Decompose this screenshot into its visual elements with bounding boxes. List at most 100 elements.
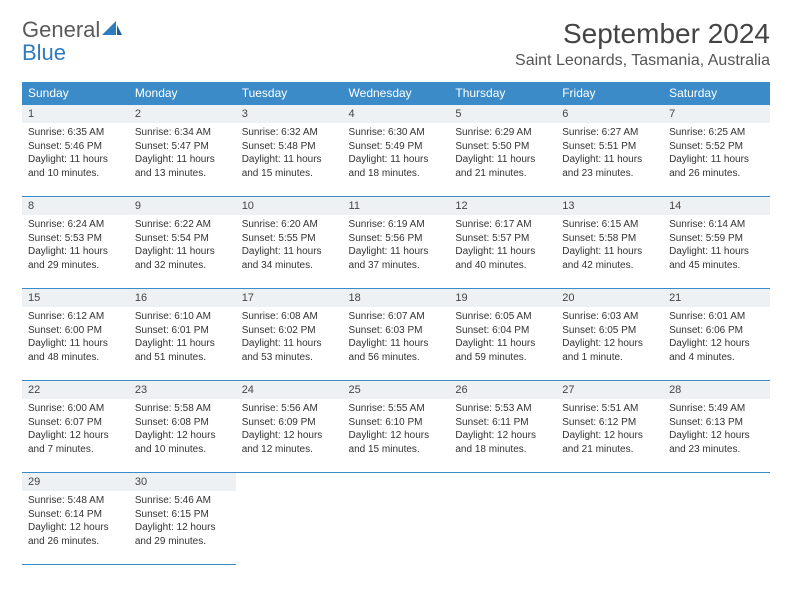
header-right: September 2024 Saint Leonards, Tasmania,…	[515, 18, 770, 70]
day-number: 12	[449, 197, 556, 215]
sunset-line: Sunset: 5:48 PM	[242, 140, 337, 154]
calendar-cell: 12Sunrise: 6:17 AMSunset: 5:57 PMDayligh…	[449, 197, 556, 289]
daylight-line: Daylight: 11 hours and 23 minutes.	[562, 153, 657, 180]
daylight-line: Daylight: 11 hours and 51 minutes.	[135, 337, 230, 364]
day-number: 4	[343, 105, 450, 123]
calendar-cell	[236, 473, 343, 565]
calendar-cell: 14Sunrise: 6:14 AMSunset: 5:59 PMDayligh…	[663, 197, 770, 289]
sunrise-line: Sunrise: 6:10 AM	[135, 310, 230, 324]
sunrise-line: Sunrise: 6:19 AM	[349, 218, 444, 232]
day-body: Sunrise: 5:58 AMSunset: 6:08 PMDaylight:…	[129, 399, 236, 462]
calendar-cell: 16 Sunrise: 6:10 AMSunset: 6:01 PMDayligh…	[129, 289, 236, 381]
sunset-line: Sunset: 5:53 PM	[28, 232, 123, 246]
sunset-line: Sunset: 6:10 PM	[349, 416, 444, 430]
calendar-cell: 8Sunrise: 6:24 AMSunset: 5:53 PMDaylight…	[22, 197, 129, 289]
day-number: 25	[343, 381, 450, 399]
day-number: 16	[129, 289, 236, 307]
sunrise-line: Sunrise: 6:05 AM	[455, 310, 550, 324]
day-body: Sunrise: 6:32 AMSunset: 5:48 PMDaylight:…	[236, 123, 343, 186]
day-body: Sunrise: 6:20 AMSunset: 5:55 PMDaylight:…	[236, 215, 343, 278]
day-number: 2	[129, 105, 236, 123]
day-number: 19	[449, 289, 556, 307]
day-number: 29	[22, 473, 129, 491]
calendar-row: 29Sunrise: 5:48 AMSunset: 6:14 PMDayligh…	[22, 473, 770, 565]
calendar-cell: 17Sunrise: 6:08 AMSunset: 6:02 PMDayligh…	[236, 289, 343, 381]
daylight-line: Daylight: 11 hours and 53 minutes.	[242, 337, 337, 364]
sunrise-line: Sunrise: 6:08 AM	[242, 310, 337, 324]
day-body: Sunrise: 6:29 AMSunset: 5:50 PMDaylight:…	[449, 123, 556, 186]
sunrise-line: Sunrise: 6:15 AM	[562, 218, 657, 232]
weekday-thursday: Thursday	[449, 82, 556, 105]
day-number: 3	[236, 105, 343, 123]
day-body: Sunrise: 6:25 AMSunset: 5:52 PMDaylight:…	[663, 123, 770, 186]
daylight-line: Daylight: 11 hours and 56 minutes.	[349, 337, 444, 364]
calendar-cell: 29Sunrise: 5:48 AMSunset: 6:14 PMDayligh…	[22, 473, 129, 565]
day-body: Sunrise: 6:27 AMSunset: 5:51 PMDaylight:…	[556, 123, 663, 186]
daylight-line: Daylight: 12 hours and 18 minutes.	[455, 429, 550, 456]
day-number: 23	[129, 381, 236, 399]
calendar-cell: 20Sunrise: 6:03 AMSunset: 6:05 PMDayligh…	[556, 289, 663, 381]
calendar-cell: 13Sunrise: 6:15 AMSunset: 5:58 PMDayligh…	[556, 197, 663, 289]
sunset-line: Sunset: 5:51 PM	[562, 140, 657, 154]
day-body: Sunrise: 5:56 AMSunset: 6:09 PMDaylight:…	[236, 399, 343, 462]
sunrise-line: Sunrise: 6:30 AM	[349, 126, 444, 140]
sunset-line: Sunset: 6:04 PM	[455, 324, 550, 338]
sunset-line: Sunset: 6:02 PM	[242, 324, 337, 338]
day-body: Sunrise: 5:46 AMSunset: 6:15 PMDaylight:…	[129, 491, 236, 554]
day-body: Sunrise: 6:07 AMSunset: 6:03 PMDaylight:…	[343, 307, 450, 370]
sunrise-line: Sunrise: 6:01 AM	[669, 310, 764, 324]
day-body: Sunrise: 6:00 AMSunset: 6:07 PMDaylight:…	[22, 399, 129, 462]
daylight-line: Daylight: 12 hours and 7 minutes.	[28, 429, 123, 456]
daylight-line: Daylight: 11 hours and 29 minutes.	[28, 245, 123, 272]
day-number: 17	[236, 289, 343, 307]
calendar-cell: 18Sunrise: 6:07 AMSunset: 6:03 PMDayligh…	[343, 289, 450, 381]
sunset-line: Sunset: 6:01 PM	[135, 324, 230, 338]
daylight-line: Daylight: 11 hours and 40 minutes.	[455, 245, 550, 272]
sunrise-line: Sunrise: 6:25 AM	[669, 126, 764, 140]
header: General Blue September 2024 Saint Leonar…	[22, 18, 770, 70]
sunrise-line: Sunrise: 6:07 AM	[349, 310, 444, 324]
sunrise-line: Sunrise: 5:51 AM	[562, 402, 657, 416]
day-body: Sunrise: 5:49 AMSunset: 6:13 PMDaylight:…	[663, 399, 770, 462]
calendar-cell: 28Sunrise: 5:49 AMSunset: 6:13 PMDayligh…	[663, 381, 770, 473]
calendar-cell: 10Sunrise: 6:20 AMSunset: 5:55 PMDayligh…	[236, 197, 343, 289]
daylight-line: Daylight: 12 hours and 21 minutes.	[562, 429, 657, 456]
day-body: Sunrise: 6:15 AMSunset: 5:58 PMDaylight:…	[556, 215, 663, 278]
day-body: Sunrise: 5:48 AMSunset: 6:14 PMDaylight:…	[22, 491, 129, 554]
day-body: Sunrise: 6:03 AMSunset: 6:05 PMDaylight:…	[556, 307, 663, 370]
day-body: Sunrise: 6:08 AMSunset: 6:02 PMDaylight:…	[236, 307, 343, 370]
calendar-cell: 5Sunrise: 6:29 AMSunset: 5:50 PMDaylight…	[449, 105, 556, 197]
weekday-friday: Friday	[556, 82, 663, 105]
day-body: Sunrise: 6:35 AMSunset: 5:46 PMDaylight:…	[22, 123, 129, 186]
daylight-line: Daylight: 12 hours and 26 minutes.	[28, 521, 123, 548]
calendar-cell: 11Sunrise: 6:19 AMSunset: 5:56 PMDayligh…	[343, 197, 450, 289]
sunset-line: Sunset: 5:50 PM	[455, 140, 550, 154]
day-body: Sunrise: 5:53 AMSunset: 6:11 PMDaylight:…	[449, 399, 556, 462]
calendar-body: 1Sunrise: 6:35 AMSunset: 5:46 PMDaylight…	[22, 105, 770, 565]
calendar-cell: 7Sunrise: 6:25 AMSunset: 5:52 PMDaylight…	[663, 105, 770, 197]
sunset-line: Sunset: 6:11 PM	[455, 416, 550, 430]
daylight-line: Daylight: 11 hours and 15 minutes.	[242, 153, 337, 180]
sunset-line: Sunset: 5:54 PM	[135, 232, 230, 246]
calendar-cell	[556, 473, 663, 565]
calendar-row: 15Sunrise: 6:12 AMSunset: 6:00 PMDayligh…	[22, 289, 770, 381]
sail-icon	[102, 18, 122, 41]
weekday-row: SundayMondayTuesdayWednesdayThursdayFrid…	[22, 82, 770, 105]
sunset-line: Sunset: 5:47 PM	[135, 140, 230, 154]
day-body: Sunrise: 6:12 AMSunset: 6:00 PMDaylight:…	[22, 307, 129, 370]
sunset-line: Sunset: 5:57 PM	[455, 232, 550, 246]
calendar-head: SundayMondayTuesdayWednesdayThursdayFrid…	[22, 82, 770, 105]
daylight-line: Daylight: 12 hours and 12 minutes.	[242, 429, 337, 456]
day-number: 9	[129, 197, 236, 215]
day-number: 30	[129, 473, 236, 491]
sunrise-line: Sunrise: 6:32 AM	[242, 126, 337, 140]
day-number: 8	[22, 197, 129, 215]
daylight-line: Daylight: 12 hours and 29 minutes.	[135, 521, 230, 548]
sunset-line: Sunset: 6:05 PM	[562, 324, 657, 338]
calendar-row: 8Sunrise: 6:24 AMSunset: 5:53 PMDaylight…	[22, 197, 770, 289]
sunset-line: Sunset: 6:06 PM	[669, 324, 764, 338]
sunset-line: Sunset: 5:58 PM	[562, 232, 657, 246]
day-number: 7	[663, 105, 770, 123]
sunrise-line: Sunrise: 6:20 AM	[242, 218, 337, 232]
calendar-cell	[663, 473, 770, 565]
